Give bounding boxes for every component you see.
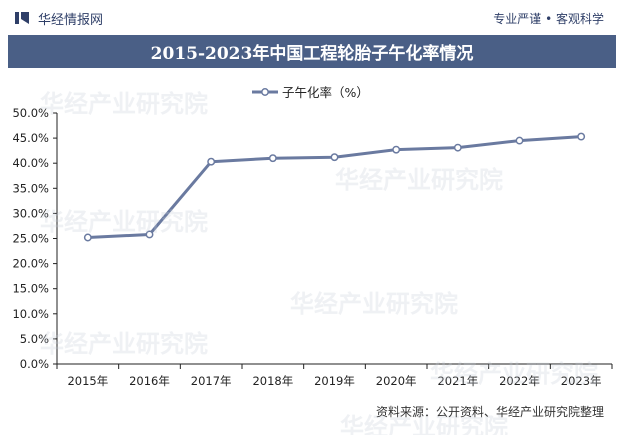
data-point <box>207 157 216 166</box>
y-tick-label: 40.0% <box>12 156 49 170</box>
data-point <box>268 154 277 163</box>
chart-title: 2015-2023年中国工程轮胎子午化率情况 <box>150 44 474 64</box>
source-note: 资料来源：公开资料、华经产业研究院整理 <box>375 405 604 419</box>
y-tick-label: 50.0% <box>12 106 49 120</box>
x-tick-label: 2021年 <box>437 374 478 388</box>
y-tick-label: 45.0% <box>12 131 49 145</box>
y-tick-label: 5.0% <box>20 332 49 346</box>
title-bar: 2015-2023年中国工程轮胎子午化率情况 <box>8 35 616 68</box>
y-tick-label: 20.0% <box>12 257 49 271</box>
brand-name: 华经情报网 <box>38 12 104 28</box>
series-line <box>87 135 582 239</box>
y-tick-label: 15.0% <box>12 282 49 296</box>
brand-logo-icon <box>15 12 29 24</box>
x-tick-label: 2016年 <box>129 374 170 388</box>
x-tick-label: 2015年 <box>67 374 108 388</box>
tagline: 专业严谨 • 客观科学 <box>493 12 604 26</box>
x-tick-label: 2017年 <box>191 374 232 388</box>
y-tick-label: 0.0% <box>20 357 49 371</box>
data-point <box>515 136 524 145</box>
data-point <box>577 132 586 141</box>
data-point <box>330 153 339 162</box>
y-tick-label: 35.0% <box>12 181 49 195</box>
x-tick-label: 2022年 <box>499 374 540 388</box>
data-point <box>83 233 92 242</box>
y-tick-label: 25.0% <box>12 232 49 246</box>
x-tick-label: 2020年 <box>376 374 417 388</box>
x-tick-label: 2019年 <box>314 374 355 388</box>
brand: 华经情报网 <box>14 8 103 28</box>
x-tick-label: 2018年 <box>252 374 293 388</box>
y-tick-label: 10.0% <box>12 307 49 321</box>
x-tick-label: 2023年 <box>561 374 602 388</box>
legend-swatch-marker <box>261 88 269 96</box>
data-point <box>392 145 401 154</box>
data-point <box>453 143 462 152</box>
legend-label: 子午化率（%） <box>282 85 369 100</box>
y-tick-label: 30.0% <box>12 206 49 220</box>
data-point <box>145 230 154 239</box>
